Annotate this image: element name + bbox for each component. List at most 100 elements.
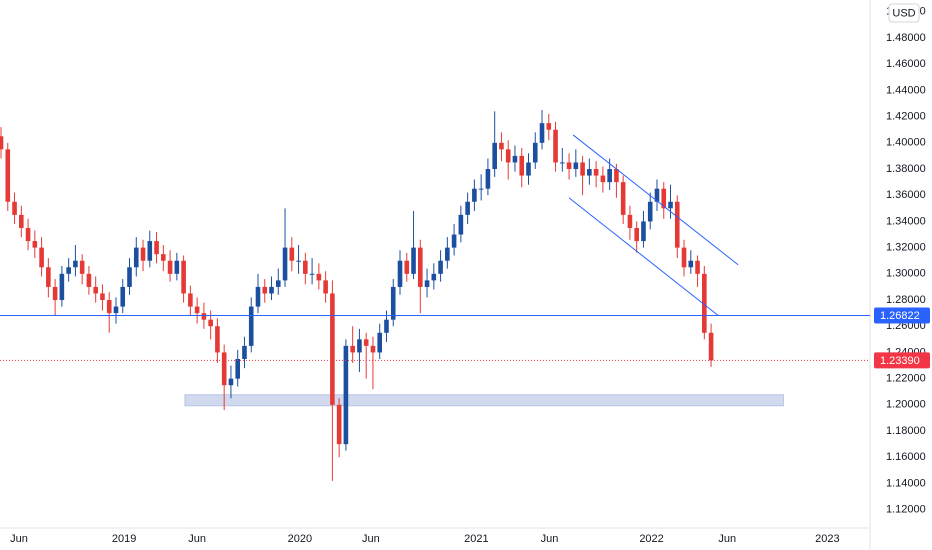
candle-body xyxy=(600,175,606,183)
candle-body xyxy=(641,221,646,242)
candle-body xyxy=(363,339,369,346)
candle-body xyxy=(397,260,403,287)
candle-body xyxy=(0,136,4,150)
candle-body xyxy=(424,280,430,287)
candle-body xyxy=(19,214,24,228)
candle-body xyxy=(39,247,44,268)
price-tick-label: 1.42000 xyxy=(886,111,926,123)
candle-body xyxy=(445,247,450,261)
candle-body xyxy=(539,123,545,143)
candle-body xyxy=(620,182,626,215)
price-tick-label: 1.20000 xyxy=(886,399,926,411)
candle-body xyxy=(343,345,349,445)
price-tick-label: 1.40000 xyxy=(886,137,926,149)
candle-body xyxy=(133,247,139,268)
candle-body xyxy=(614,169,619,183)
time-tick-label: Jun xyxy=(188,533,206,545)
candle-body xyxy=(390,286,396,320)
candle-body xyxy=(262,286,268,294)
currency-label: USD xyxy=(892,7,915,19)
candle-body xyxy=(140,247,146,261)
candle-body xyxy=(235,358,241,379)
candle-body xyxy=(634,227,639,242)
candle-body xyxy=(411,247,416,274)
candle-body xyxy=(120,286,126,307)
candle-body xyxy=(66,267,71,274)
candle-body xyxy=(194,306,200,314)
price-tick-label: 1.18000 xyxy=(886,425,926,437)
candle-body xyxy=(100,293,105,301)
candle-body xyxy=(647,201,653,222)
price-tick-label: 1.16000 xyxy=(886,451,926,463)
candle-body xyxy=(661,188,667,209)
candle-body xyxy=(73,260,78,268)
candle-body xyxy=(113,306,119,314)
candle-body xyxy=(174,260,180,274)
candle-body xyxy=(316,273,322,281)
candle-body xyxy=(553,129,558,163)
candle-body xyxy=(79,260,85,274)
candle-body xyxy=(154,241,159,255)
candle-body xyxy=(167,260,173,274)
candle-body xyxy=(417,247,423,287)
candle-body xyxy=(451,234,457,248)
candle-body xyxy=(587,169,592,176)
price-tick-label: 1.44000 xyxy=(886,84,926,96)
candle-body xyxy=(275,280,281,287)
candle-body xyxy=(52,286,58,301)
candle-body xyxy=(458,214,464,235)
candle-body xyxy=(674,201,680,248)
candle-body xyxy=(573,162,579,170)
candle-body xyxy=(86,273,92,287)
candle-body xyxy=(59,273,65,301)
time-tick-label: 2021 xyxy=(464,533,488,545)
candle-body xyxy=(593,169,599,176)
candle-body xyxy=(485,169,491,189)
price-badge xyxy=(874,307,930,324)
time-tick-label: 2023 xyxy=(815,533,839,545)
candle-body xyxy=(32,241,38,248)
candle-body xyxy=(566,162,572,170)
price-badge-label: 1.26822 xyxy=(880,310,920,322)
candle-body xyxy=(607,169,612,183)
time-tick-label: Jun xyxy=(10,533,28,545)
price-tick-label: 1.30000 xyxy=(886,268,926,280)
candle-body xyxy=(404,260,410,274)
price-tick-label: 1.38000 xyxy=(886,163,926,175)
price-tick-label: 1.22000 xyxy=(886,373,926,385)
candle-body xyxy=(228,378,234,386)
candle-body xyxy=(242,345,247,359)
candle-body xyxy=(188,293,193,307)
candle-body xyxy=(208,319,213,327)
candle-body xyxy=(309,273,315,275)
price-badge-label: 1.23390 xyxy=(880,355,920,367)
candle-body xyxy=(127,267,132,287)
candle-body xyxy=(282,247,288,281)
candle-body xyxy=(5,149,11,202)
candle-body xyxy=(12,201,17,215)
candle-body xyxy=(255,286,261,307)
candle-body xyxy=(519,155,525,176)
candle-body xyxy=(465,201,470,215)
price-tick-label: 1.46000 xyxy=(886,58,926,70)
candle-body xyxy=(330,293,335,405)
candle-body xyxy=(708,332,714,361)
candle-body xyxy=(431,273,437,281)
candle-body xyxy=(181,260,186,294)
candle-body xyxy=(472,188,477,202)
candle-body xyxy=(580,162,585,176)
candle-body xyxy=(248,306,254,346)
candle-body xyxy=(438,260,443,274)
candle-body xyxy=(384,319,389,333)
price-tick-label: 1.32000 xyxy=(886,242,926,254)
candle-body xyxy=(627,214,633,228)
time-tick-label: Jun xyxy=(362,533,380,545)
candle-body xyxy=(289,247,295,261)
price-tick-label: 1.12000 xyxy=(886,504,926,516)
candle-body xyxy=(505,149,511,163)
candle-body xyxy=(668,201,673,209)
candle-body xyxy=(215,326,220,353)
candle-body xyxy=(546,123,552,130)
